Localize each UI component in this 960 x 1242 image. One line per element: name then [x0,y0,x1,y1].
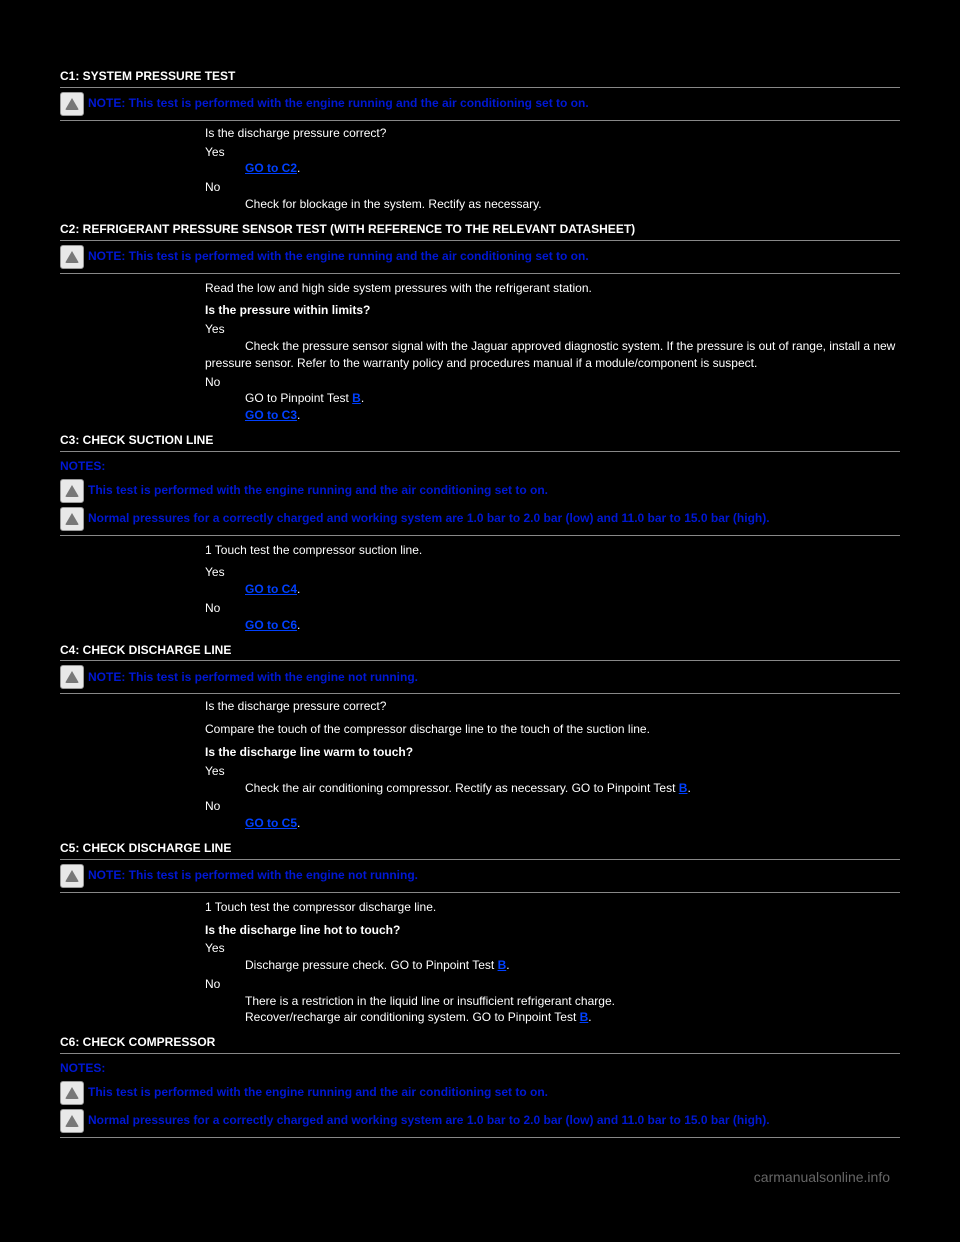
c3-no: No GO to C6. [205,600,900,634]
c4-question: Is the discharge line warm to touch? [205,744,900,761]
c5-question: Is the discharge line hot to touch? [205,922,900,939]
note-row-c3b: Normal pressures for a correctly charged… [60,507,900,531]
c3-yes: Yes GO to C4. [205,564,900,598]
note-text-c3b: Normal pressures for a correctly charged… [88,510,770,527]
notes-label-c3: NOTES: [60,458,900,475]
c2-content: Read the low and high side system pressu… [205,280,900,297]
note-text-c6a: This test is performed with the engine r… [88,1084,548,1101]
note-row-c3a: This test is performed with the engine r… [60,479,900,503]
warning-icon [60,1109,84,1133]
note-text-c6b: Normal pressures for a correctly charged… [88,1112,770,1129]
yes-label: Yes [205,941,225,955]
notes-label-c6: NOTES: [60,1060,900,1077]
note-text-c3a: This test is performed with the engine r… [88,482,548,499]
dot: . [297,582,300,596]
c2-yes: Yes Check the pressure sensor signal wit… [205,321,900,371]
c2-yes-text: Check the pressure sensor signal with th… [205,339,895,370]
note-row-c1: NOTE: This test is performed with the en… [60,92,900,116]
note-text-c4: NOTE: This test is performed with the en… [88,669,418,686]
c5-yes: Yes Discharge pressure check. GO to Pinp… [205,940,900,974]
c2-no-prefix: GO to Pinpoint Test [245,391,352,405]
warning-icon [60,92,84,116]
c5-content: 1 Touch test the compressor discharge li… [205,899,900,916]
c4-bullet: Is the discharge pressure correct? [205,698,900,715]
dot: . [297,816,300,830]
yes-label: Yes [205,565,225,579]
note-row-c4: NOTE: This test is performed with the en… [60,665,900,689]
section-header-c6: C6: CHECK COMPRESSOR [60,1034,900,1054]
c4-yes-text: Check the air conditioning compressor. R… [245,781,679,795]
link-goto-c2[interactable]: GO to C2 [245,161,297,175]
c2-question: Is the pressure within limits? [205,302,900,319]
c4-no: No GO to C5. [205,798,900,832]
section-header-c1: C1: SYSTEM PRESSURE TEST [60,68,900,88]
no-label: No [205,180,220,194]
c5-no-text: There is a restriction in the liquid lin… [245,994,615,1008]
dot: . [588,1010,591,1024]
dot: . [297,161,300,175]
link-goto-c6[interactable]: GO to C6 [245,618,297,632]
warning-icon [60,864,84,888]
note-text-c5: NOTE: This test is performed with the en… [88,867,418,884]
section-header-c3: C3: CHECK SUCTION LINE [60,432,900,452]
c4-content: Compare the touch of the compressor disc… [205,721,900,738]
warning-icon [60,479,84,503]
no-label: No [205,375,220,389]
dot: . [506,958,509,972]
note-row-c5: NOTE: This test is performed with the en… [60,864,900,888]
section-header-c4: C4: CHECK DISCHARGE LINE [60,642,900,662]
warning-icon [60,665,84,689]
dot: . [297,618,300,632]
c5-no-text2: Recover/recharge air conditioning system… [245,1010,580,1024]
c1-no: No Check for blockage in the system. Rec… [205,179,900,213]
note-row-c6b: Normal pressures for a correctly charged… [60,1109,900,1133]
section-header-c5: C5: CHECK DISCHARGE LINE [60,840,900,860]
c3-content: 1 Touch test the compressor suction line… [205,542,900,559]
dot: . [687,781,690,795]
link-pinpoint-b[interactable]: B [352,391,361,405]
no-label: No [205,601,220,615]
link-goto-c5[interactable]: GO to C5 [245,816,297,830]
no-label: No [205,977,220,991]
warning-icon [60,245,84,269]
warning-icon [60,507,84,531]
yes-label: Yes [205,145,225,159]
section-header-c2: C2: REFRIGERANT PRESSURE SENSOR TEST (WI… [60,221,900,241]
warning-icon [60,1081,84,1105]
yes-label: Yes [205,764,225,778]
link-goto-c4[interactable]: GO to C4 [245,582,297,596]
note-text-c1: NOTE: This test is performed with the en… [88,95,589,112]
dot: . [361,391,364,405]
note-text-c2: NOTE: This test is performed with the en… [88,248,589,265]
link-goto-c3[interactable]: GO to C3 [245,408,297,422]
link-pinpoint-b4[interactable]: B [580,1010,589,1024]
no-label: No [205,799,220,813]
yes-label: Yes [205,322,225,336]
c4-yes: Yes Check the air conditioning compresso… [205,763,900,797]
link-pinpoint-b3[interactable]: B [498,958,507,972]
c5-no: No There is a restriction in the liquid … [205,976,900,1026]
c2-no: No GO to Pinpoint Test B. GO to C3. [205,374,900,424]
watermark: carmanualsonline.info [60,1168,900,1188]
c1-yes: Yes GO to C2. [205,144,900,178]
dot: . [297,408,300,422]
c1-bullet: Is the discharge pressure correct? [205,125,900,142]
c1-no-text: Check for blockage in the system. Rectif… [245,197,542,211]
note-row-c6a: This test is performed with the engine r… [60,1081,900,1105]
c5-yes-text: Discharge pressure check. GO to Pinpoint… [245,958,498,972]
note-row-c2: NOTE: This test is performed with the en… [60,245,900,269]
